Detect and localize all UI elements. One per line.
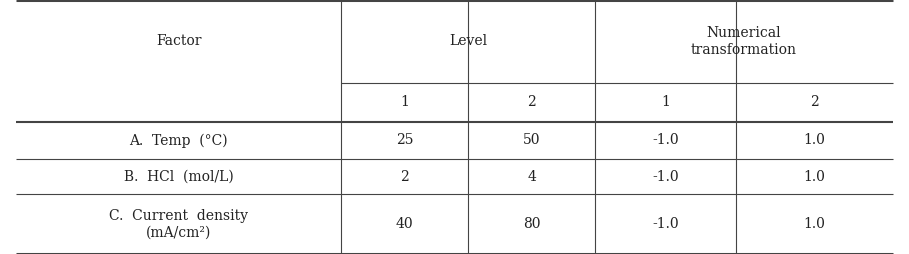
Text: Level: Level [449, 34, 487, 48]
Text: C.  Current  density
(mA/cm²): C. Current density (mA/cm²) [109, 209, 248, 240]
Text: 1.0: 1.0 [804, 169, 825, 184]
Text: 25: 25 [395, 133, 414, 147]
Text: 2: 2 [400, 169, 409, 184]
Text: 4: 4 [527, 169, 536, 184]
Text: -1.0: -1.0 [653, 169, 679, 184]
Text: 40: 40 [395, 217, 414, 231]
Text: 1.0: 1.0 [804, 217, 825, 231]
Text: B.  HCl  (mol/L): B. HCl (mol/L) [124, 169, 234, 184]
Text: 1: 1 [400, 95, 409, 109]
Text: 80: 80 [523, 217, 541, 231]
Text: -1.0: -1.0 [653, 133, 679, 147]
Text: 50: 50 [523, 133, 541, 147]
Text: 1: 1 [662, 95, 670, 109]
Text: -1.0: -1.0 [653, 217, 679, 231]
Text: 1.0: 1.0 [804, 133, 825, 147]
Text: Numerical
transformation: Numerical transformation [691, 26, 797, 57]
Text: 2: 2 [527, 95, 536, 109]
Text: Factor: Factor [155, 34, 202, 48]
Text: A.  Temp  (°C): A. Temp (°C) [129, 133, 228, 148]
Text: 2: 2 [810, 95, 819, 109]
